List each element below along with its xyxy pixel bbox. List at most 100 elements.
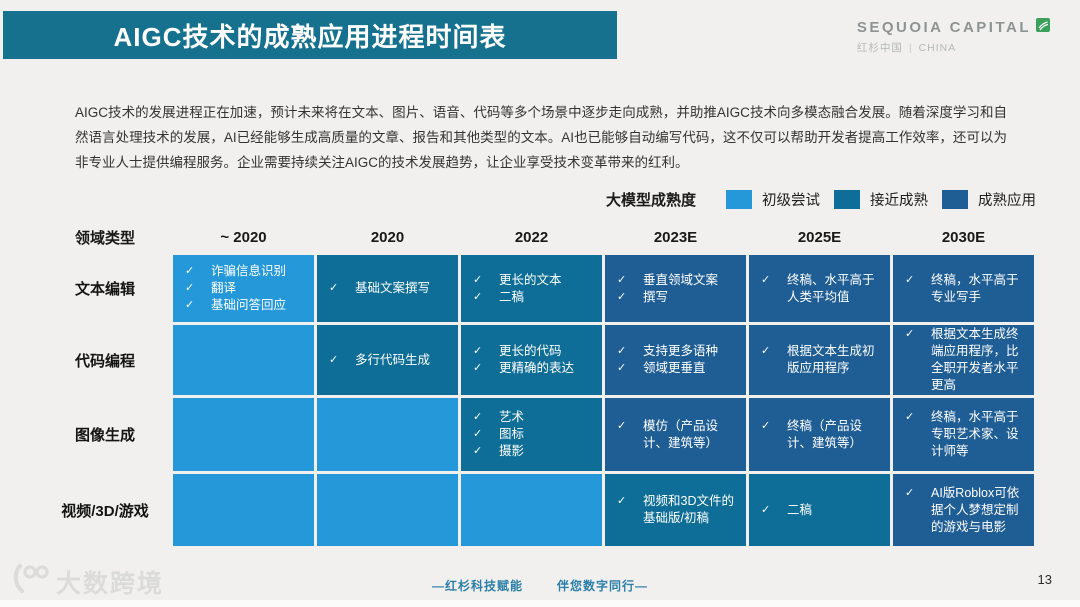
check-icon: ✓	[617, 495, 627, 507]
cell-item: ✓ 终稿，水平高于专职艺术家、设计师等	[905, 409, 1026, 460]
table-cell: ✓ 终稿（产品设计、建筑等）	[749, 398, 890, 471]
cell-item-text: 摄影	[499, 444, 525, 458]
table-cell: ✓ 模仿（产品设计、建筑等）	[605, 398, 746, 471]
row-label-code: 代码编程	[74, 352, 135, 370]
check-icon: ✓	[617, 345, 627, 357]
check-icon: ✓	[761, 273, 771, 286]
row-label-text-editing: 文本编辑	[74, 281, 135, 298]
page-number: 13	[1037, 572, 1052, 587]
row-label-image: 图像生成	[74, 427, 135, 444]
brand-name: SEQUOIA CAPITAL	[856, 19, 1031, 36]
table-cell	[317, 398, 458, 471]
check-icon: ✓	[473, 362, 483, 374]
table-cell: ✓ 更长的代码 ✓ 更精确的表达	[461, 325, 602, 395]
check-icon: ✓	[473, 428, 483, 440]
cell-item: ✓ 二稿	[473, 289, 594, 306]
table-cell: ✓ 终稿，水平高于专职艺术家、设计师等	[893, 398, 1034, 471]
title-bar: AIGC技术的成熟应用进程时间表	[3, 11, 617, 59]
legend-swatch-initial	[726, 190, 752, 209]
check-icon: ✓	[473, 345, 483, 357]
cell-item-text: 模仿（产品设计、建筑等）	[643, 418, 719, 450]
legend-item-mature: 成熟应用	[942, 189, 1036, 210]
check-icon: ✓	[761, 503, 771, 516]
brand-sub-cn: 红杉中国	[856, 42, 903, 54]
table-cell: ✓ 垂直领域文案 ✓ 撰写	[605, 255, 746, 322]
cell-item-text: 基础问答回应	[211, 298, 287, 312]
cell-item: ✓ 终稿（产品设计、建筑等）	[761, 418, 882, 452]
check-icon: ✓	[185, 299, 195, 311]
dashukuajing-watermark: 大数跨境	[10, 562, 164, 601]
legend-item-near-mature: 接近成熟	[834, 189, 928, 210]
cell-item-text: 根据文本生成终端应用程序，比全职开发者水平更高	[931, 327, 1019, 392]
column-header-2023e: 2023E	[653, 228, 698, 246]
cell-item-text: AI版Roblox可依据个人梦想定制的游戏与电影	[931, 485, 1020, 534]
cell-item-text: 终稿，水平高于专业写手	[931, 272, 1019, 304]
cell-item-text: 更长的代码	[499, 344, 562, 358]
cell-item: ✓ 撰写	[617, 289, 738, 306]
legend-title: 大模型成熟度	[605, 192, 696, 209]
cell-item: ✓ 诈骗信息识别	[185, 263, 306, 280]
bottom-strip	[0, 600, 1080, 607]
check-icon: ✓	[617, 273, 627, 286]
check-icon: ✓	[329, 353, 339, 366]
legend-label-initial: 初级尝试	[762, 193, 820, 209]
legend-swatch-mature	[942, 190, 968, 209]
column-header-domain: 领域类型	[74, 229, 135, 247]
legend-label-mature: 成熟应用	[978, 193, 1036, 209]
cell-item-text: 艺术	[499, 410, 525, 424]
cell-item: ✓ 多行代码生成	[329, 352, 450, 369]
table-cell: ✓ 更长的文本 ✓ 二稿	[461, 255, 602, 322]
cell-item: ✓ 基础问答回应	[185, 297, 306, 314]
slogan-left: —红杉科技赋能	[431, 579, 523, 593]
table-cell	[173, 398, 314, 471]
table-cell: ✓ 诈骗信息识别 ✓ 翻译 ✓ 基础问答回应	[173, 255, 314, 322]
cell-item: ✓ 视频和3D文件的基础版/初稿	[617, 493, 738, 527]
check-icon: ✓	[617, 362, 627, 374]
table-cell: ✓ 终稿，水平高于专业写手	[893, 255, 1034, 322]
cell-item-text: 二稿	[499, 289, 525, 304]
cell-item-text: 支持更多语种	[643, 344, 719, 358]
sequoia-logo-icon	[1036, 18, 1050, 37]
column-header-2025e: 2025E	[797, 228, 842, 246]
cell-item-text: 诈骗信息识别	[211, 264, 287, 278]
cell-item-text: 终稿，水平高于专职艺术家、设计师等	[931, 410, 1019, 458]
check-icon: ✓	[473, 445, 483, 457]
check-icon: ✓	[617, 419, 627, 432]
cell-item: ✓ 更长的代码	[473, 343, 594, 360]
legend-swatch-near-mature	[834, 190, 860, 209]
check-icon: ✓	[473, 273, 483, 286]
cell-item-text: 图标	[499, 427, 525, 441]
table-cell: ✓ 根据文本生成初版应用程序	[749, 325, 890, 395]
cell-item: ✓ 摄影	[473, 443, 594, 460]
dashukuajing-logo-icon	[10, 562, 50, 601]
table-cell: ✓ 二稿	[749, 474, 890, 546]
check-icon: ✓	[185, 282, 195, 294]
table-cell: ✓ 根据文本生成终端应用程序，比全职开发者水平更高	[893, 325, 1034, 395]
cell-item: ✓ 支持更多语种	[617, 343, 738, 360]
cell-item: ✓ 更长的文本	[473, 272, 594, 289]
check-icon: ✓	[185, 265, 195, 277]
table-cell	[173, 325, 314, 395]
cell-item-text: 更精确的表达	[499, 361, 575, 375]
cell-item-text: 视频和3D文件的基础版/初稿	[643, 494, 734, 525]
check-icon: ✓	[329, 282, 339, 294]
cell-item-text: 二稿	[787, 502, 813, 517]
check-icon: ✓	[905, 486, 915, 499]
cell-item: ✓ 模仿（产品设计、建筑等）	[617, 418, 738, 452]
cell-item-text: 翻译	[211, 281, 237, 295]
cell-item: ✓ AI版Roblox可依据个人梦想定制的游戏与电影	[905, 485, 1026, 536]
table-cell: ✓ 终稿、水平高于人类平均值	[749, 255, 890, 322]
table-cell: ✓ AI版Roblox可依据个人梦想定制的游戏与电影	[893, 474, 1034, 546]
cell-item: ✓ 根据文本生成初版应用程序	[761, 343, 882, 377]
table-cell: ✓ 基础文案撰写	[317, 255, 458, 322]
table-cell: ✓ 艺术 ✓ 图标 ✓ 摄影	[461, 398, 602, 471]
cell-item: ✓ 根据文本生成终端应用程序，比全职开发者水平更高	[905, 326, 1026, 394]
check-icon: ✓	[617, 290, 627, 303]
cell-item-text: 多行代码生成	[355, 352, 431, 367]
cell-item: ✓ 垂直领域文案	[617, 272, 738, 289]
cell-item: ✓ 图标	[473, 426, 594, 443]
column-header-2020: 2020	[370, 228, 405, 246]
check-icon: ✓	[761, 345, 771, 357]
maturity-legend: 大模型成熟度 初级尝试 接近成熟 成熟应用	[606, 189, 1036, 210]
cell-item: ✓ 终稿，水平高于专业写手	[905, 272, 1026, 306]
